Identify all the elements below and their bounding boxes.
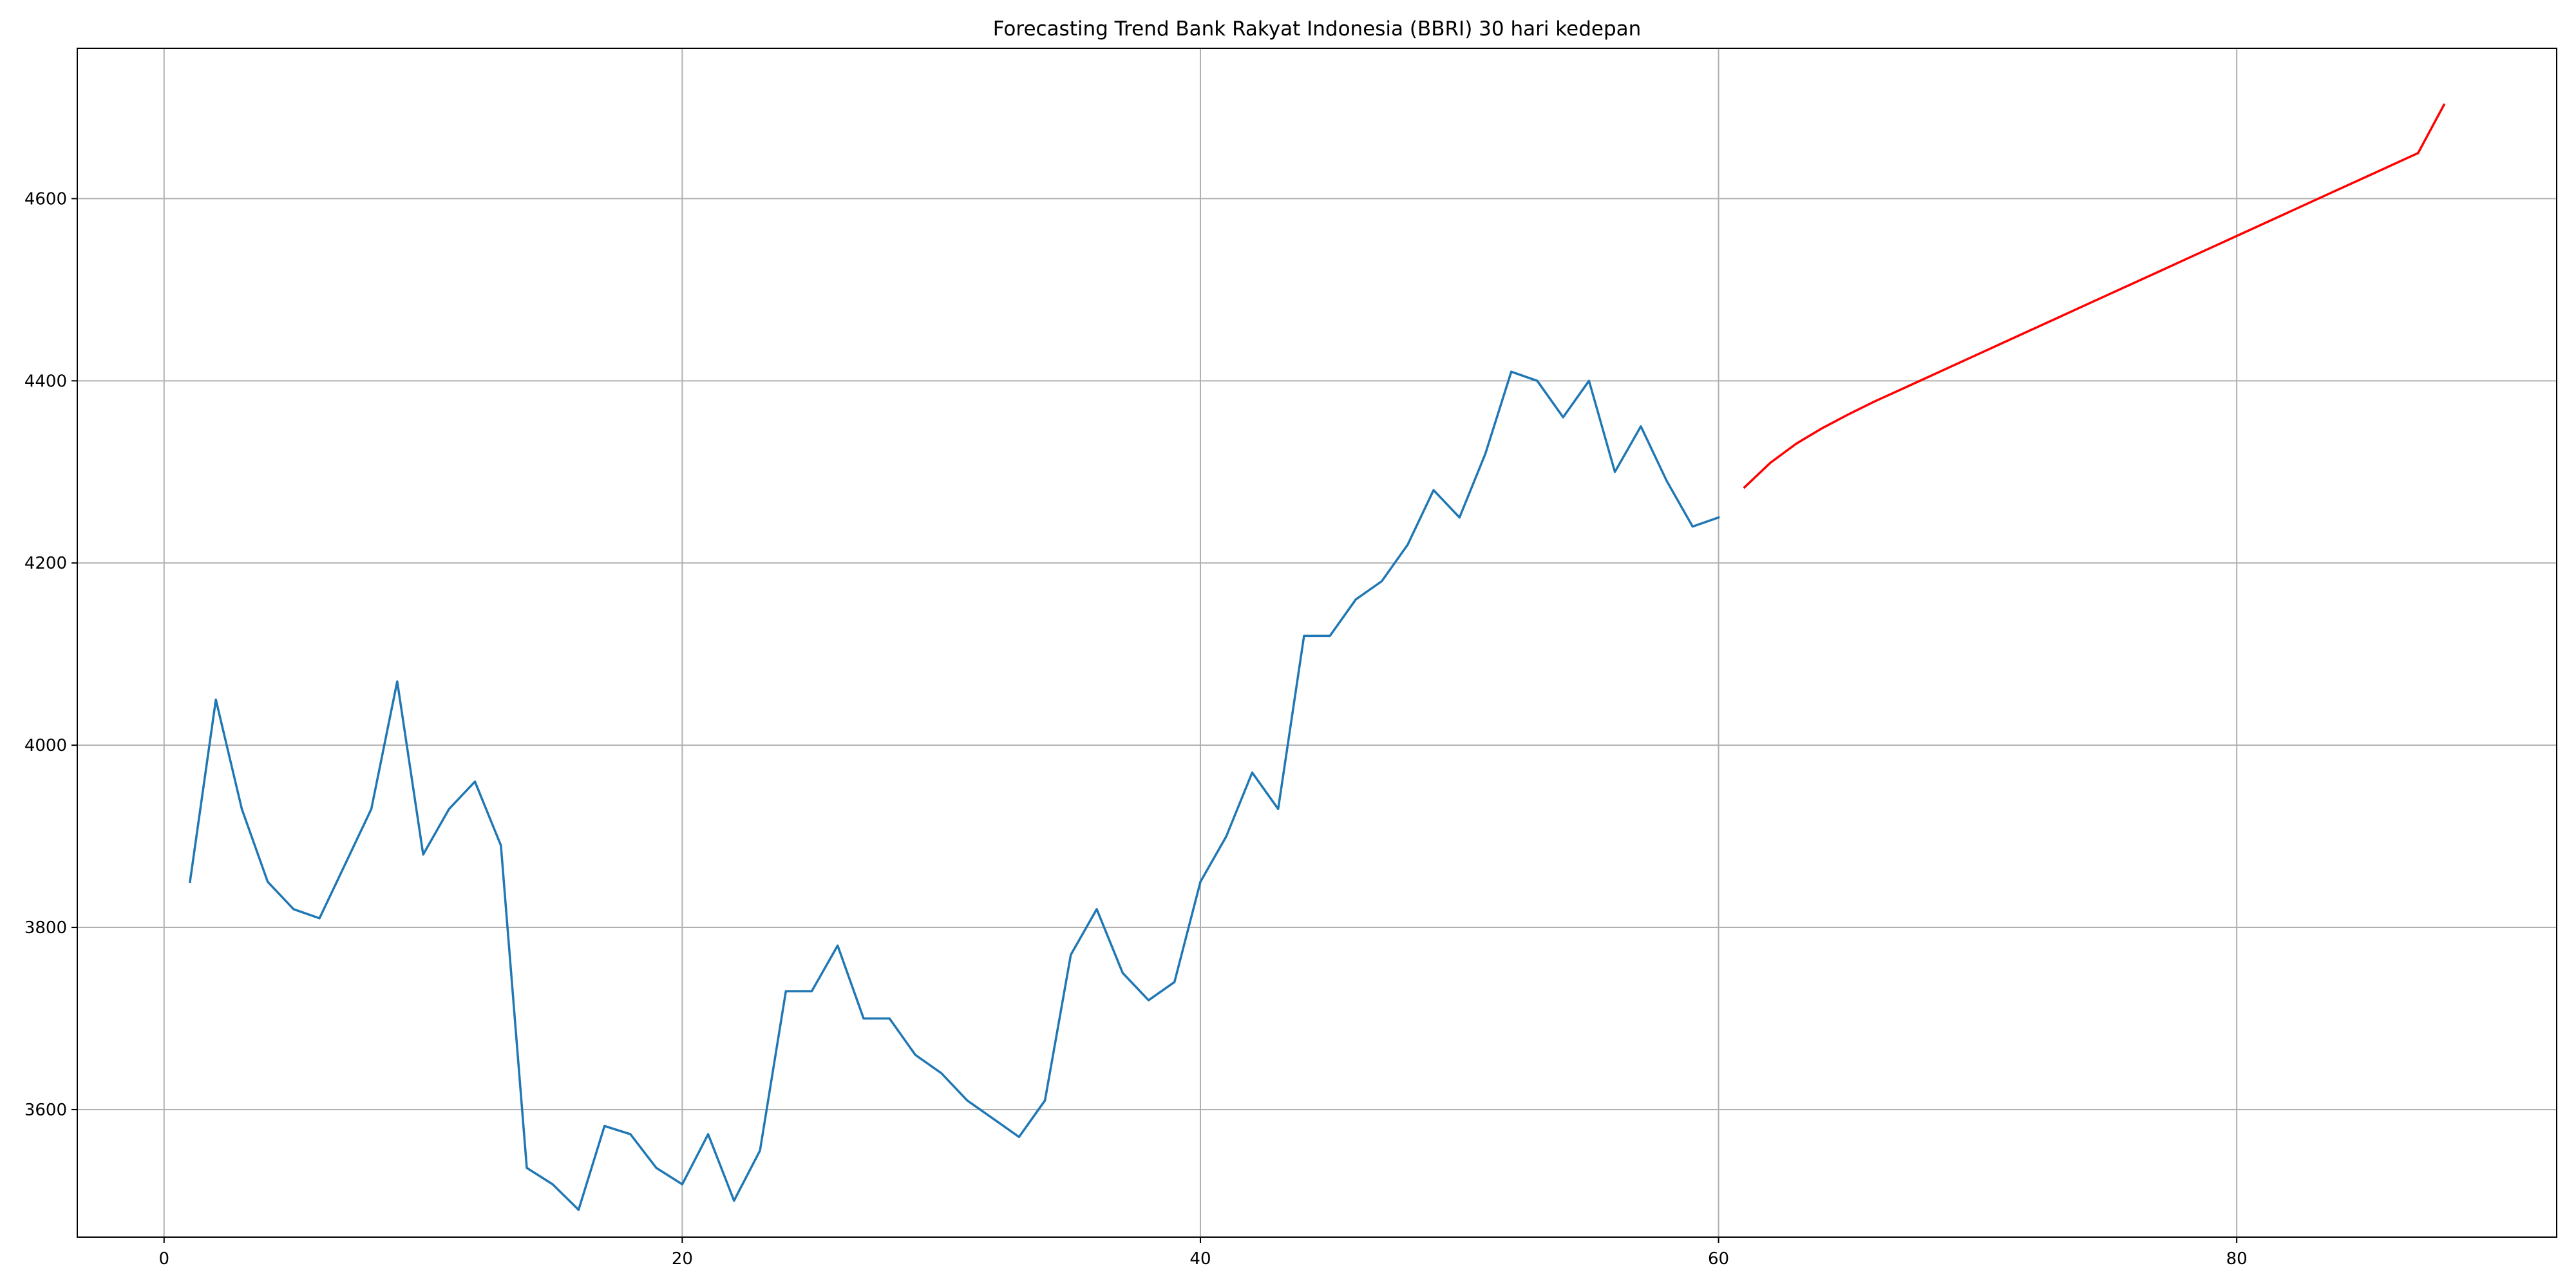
series-group [189,103,2446,1211]
y-tick-label: 3600 [24,1101,67,1120]
x-axis: 0 20 40 60 80 [158,1237,2248,1269]
y-tick-label: 4400 [24,372,67,391]
x-tick-label: 40 [1189,1249,1211,1269]
x-tick-label: 0 [158,1249,169,1269]
historical-price-line [189,370,1720,1211]
x-tick-label: 80 [2226,1249,2248,1269]
chart-title: Forecasting Trend Bank Rakyat Indonesia … [993,17,1642,41]
y-tick-label: 4000 [24,736,67,755]
y-axis: 3600 3800 4000 4200 4400 4600 [24,189,77,1120]
forecast-line [1743,103,2446,489]
plot-frame [77,48,2557,1238]
y-tick-label: 4200 [24,554,67,573]
y-tick-label: 3800 [24,918,67,938]
x-tick-label: 60 [1708,1249,1729,1269]
grid-lines [77,48,2557,1237]
x-tick-label: 20 [672,1249,693,1269]
y-tick-label: 4600 [24,189,67,209]
